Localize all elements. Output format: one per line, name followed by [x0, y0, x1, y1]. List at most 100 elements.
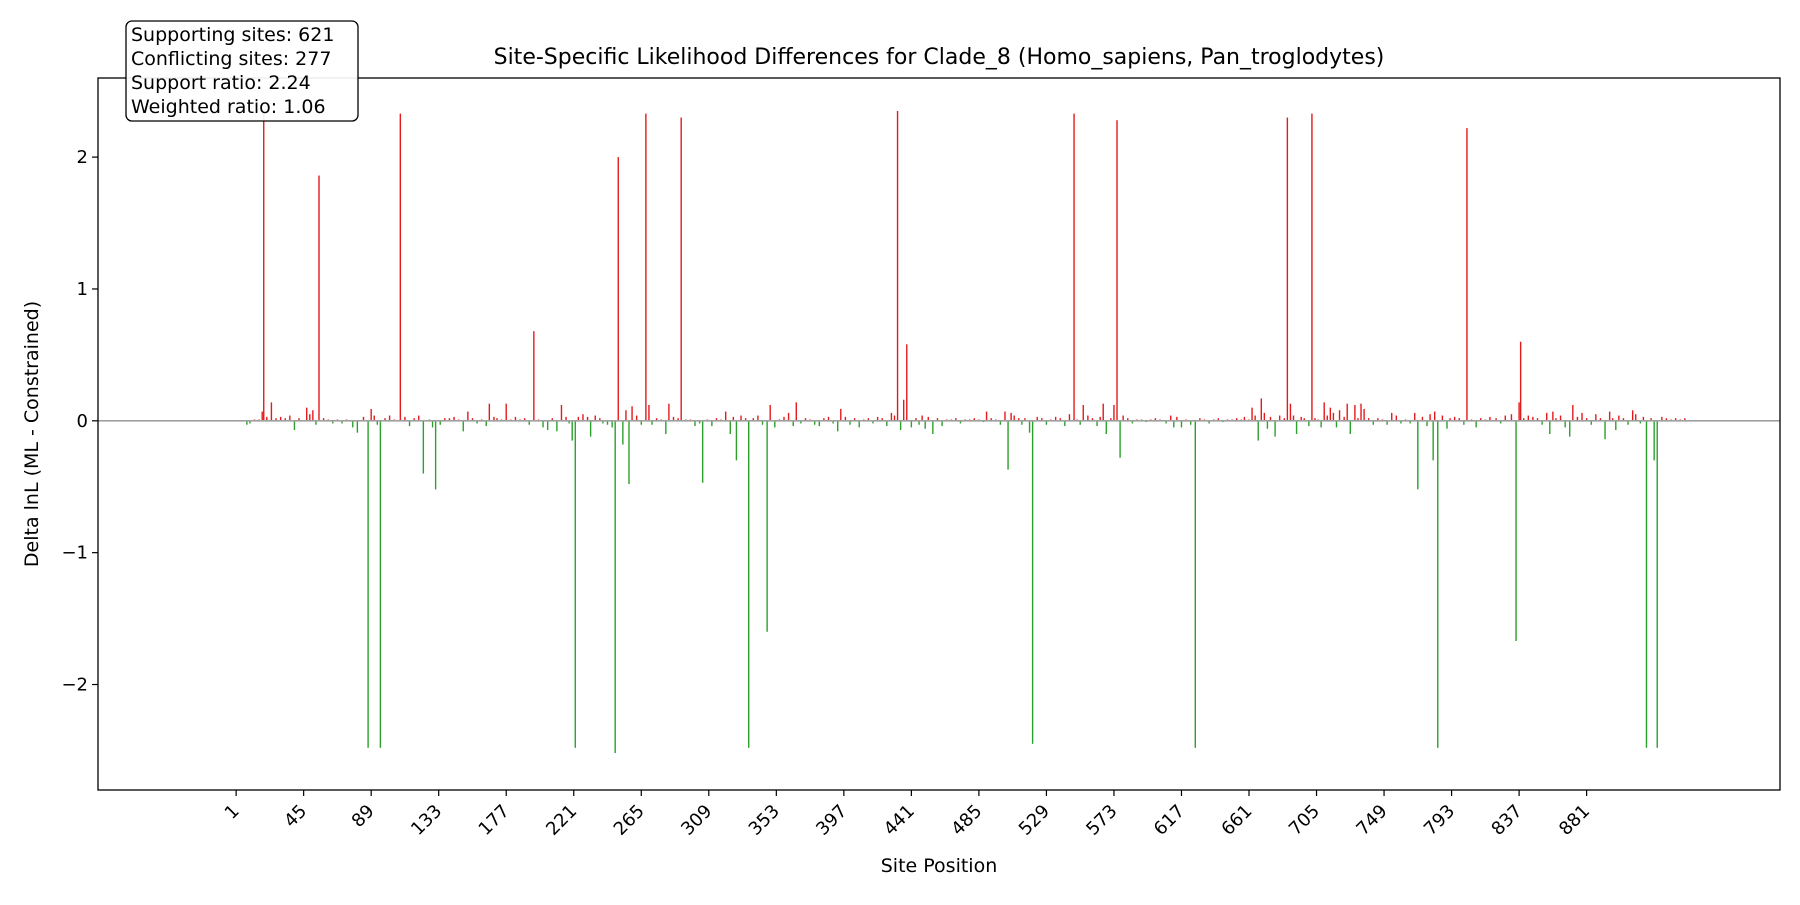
bar [1320, 420, 1322, 428]
bar [602, 420, 604, 424]
bar [476, 420, 478, 424]
bar [1618, 415, 1620, 421]
bar [999, 420, 1002, 425]
bar [936, 418, 939, 421]
bar [312, 410, 314, 421]
bar [1515, 420, 1517, 641]
bar [827, 416, 830, 421]
bar [1283, 418, 1285, 421]
bar [1274, 420, 1276, 437]
y-axis: −2 −1 0 1 2 [61, 147, 98, 696]
bar [792, 420, 794, 427]
bar [1421, 416, 1424, 421]
bar [766, 420, 768, 632]
bar [924, 420, 926, 429]
bar [1269, 416, 1272, 421]
bar [886, 420, 888, 427]
bar [1289, 403, 1292, 421]
bar [1251, 407, 1253, 421]
bar [715, 418, 718, 421]
bar [915, 418, 917, 421]
bar [577, 416, 580, 421]
bar [1684, 418, 1686, 421]
bar [840, 408, 842, 421]
bar [1116, 120, 1118, 421]
bar [485, 420, 487, 427]
bar [1585, 418, 1588, 421]
bar [1569, 420, 1571, 437]
bar [1099, 416, 1101, 421]
bar [1417, 420, 1419, 490]
bar [1338, 410, 1341, 421]
bar [813, 420, 816, 425]
bar [990, 418, 992, 421]
bar [1631, 410, 1634, 421]
bar [376, 420, 379, 425]
bar [1122, 415, 1124, 421]
bar [1441, 415, 1444, 421]
bar [444, 418, 446, 421]
bar [1154, 418, 1157, 421]
bar [804, 418, 807, 421]
bar [261, 411, 263, 421]
bar [1332, 412, 1335, 421]
bar [1260, 398, 1262, 421]
bar [1518, 402, 1520, 421]
bar [1595, 414, 1597, 421]
bar [701, 420, 704, 483]
bar [1010, 412, 1012, 421]
bar [1504, 415, 1506, 421]
bar [315, 420, 317, 425]
bar [1635, 414, 1637, 421]
bar [921, 415, 923, 421]
bar [818, 420, 820, 427]
bar [249, 420, 251, 424]
bar [1054, 416, 1057, 421]
bar [1559, 415, 1562, 421]
bar [1091, 418, 1094, 421]
x-tick-label: 353 [745, 801, 784, 840]
bar [1674, 418, 1677, 421]
bar [1661, 416, 1663, 421]
stats-conflicting: Conflicting sites: 277 [131, 48, 331, 70]
y-tick-label: 2 [77, 147, 88, 168]
bar [698, 420, 701, 424]
bar [959, 420, 962, 424]
bar [927, 416, 929, 421]
bar [352, 420, 354, 428]
bar [322, 418, 325, 421]
bar [306, 407, 308, 421]
bar [655, 418, 658, 421]
bar [732, 416, 735, 421]
bar [617, 157, 619, 421]
bar [648, 404, 650, 421]
bar [614, 420, 616, 754]
bar [1127, 418, 1129, 421]
bar [404, 416, 406, 421]
bar [1391, 412, 1393, 421]
bar [582, 414, 584, 421]
bar [284, 418, 286, 421]
bar [533, 331, 535, 421]
bar [279, 416, 282, 421]
x-tick-label: 1 [221, 801, 244, 824]
y-tick-label: 0 [77, 411, 88, 432]
bar [1024, 418, 1026, 421]
y-axis-label: Delta lnL (ML - Constrained) [21, 301, 43, 567]
bar [1343, 416, 1345, 421]
bar [1546, 412, 1548, 421]
bar [628, 420, 630, 485]
x-tick-label: 89 [348, 801, 379, 832]
bar [1368, 418, 1370, 421]
bar [1572, 404, 1574, 421]
bar [439, 420, 441, 425]
y-tick-label: −2 [61, 675, 88, 696]
bar [606, 420, 609, 425]
bar [1292, 415, 1295, 421]
x-tick-label: 837 [1487, 801, 1526, 840]
bar [1004, 411, 1006, 421]
bar [462, 420, 464, 432]
bar [1064, 420, 1066, 427]
bar [1536, 418, 1539, 421]
